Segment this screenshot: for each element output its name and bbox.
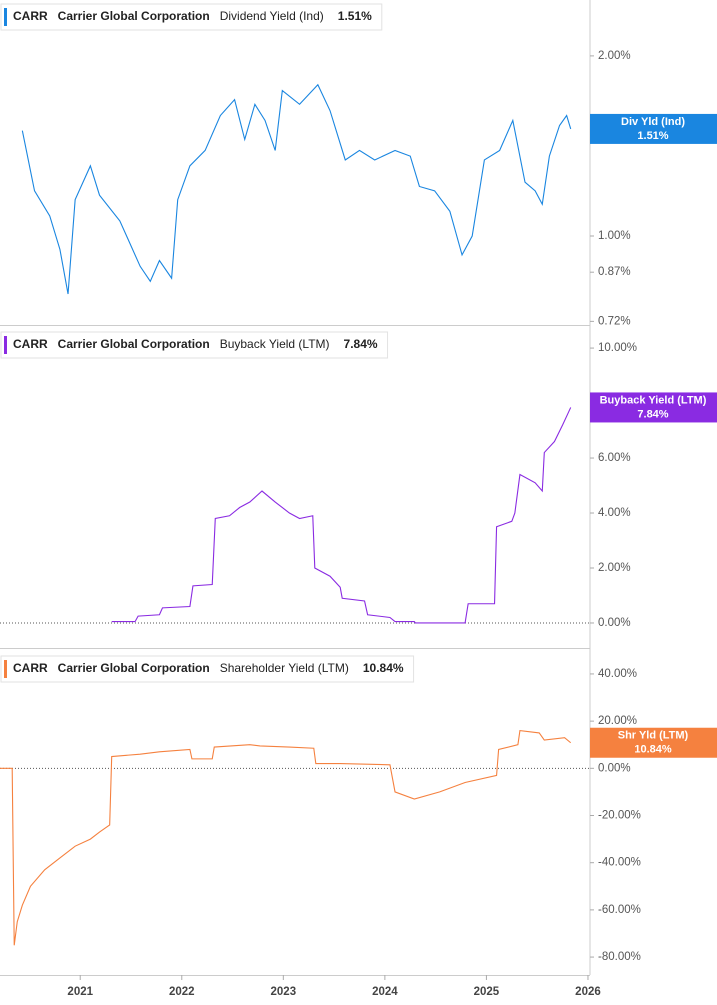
ticker: CARR — [13, 337, 48, 351]
badge-value: 10.84% — [634, 744, 672, 756]
y-tick-label: 0.72% — [598, 315, 631, 327]
x-tick-label: 2024 — [372, 986, 398, 998]
legend-value: 7.84% — [344, 337, 378, 351]
badge-value: 1.51% — [637, 130, 668, 142]
y-tick-label: -60.00% — [598, 904, 641, 916]
legend-box — [0, 331, 389, 359]
y-tick-label: 0.00% — [598, 762, 631, 774]
y-tick-label: -40.00% — [598, 857, 641, 869]
value-badge — [590, 113, 717, 144]
y-tick-label: 10.00% — [598, 342, 637, 354]
badge-label: Buyback Yield (LTM) — [600, 394, 707, 406]
legend-entry: Dividend Yield (Ind) — [220, 9, 324, 23]
x-tick-label: 2026 — [575, 986, 601, 998]
legend-value: 10.84% — [363, 661, 404, 675]
y-tick-label: 0.00% — [598, 617, 631, 629]
y-tick-label: 6.00% — [598, 452, 631, 464]
legend-swatch — [4, 660, 7, 678]
legend-title: Carrier Global Corporation — [58, 661, 210, 675]
ticker: CARR — [13, 9, 48, 23]
x-tick-label: 2023 — [271, 986, 297, 998]
y-tick-label: 2.00% — [598, 562, 631, 574]
legend-title: Carrier Global Corporation — [58, 337, 210, 351]
x-tick-label: 2021 — [67, 986, 93, 998]
line-series — [0, 729, 572, 946]
x-tick-label: 2022 — [169, 986, 195, 998]
legend-title: Carrier Global Corporation — [58, 9, 210, 23]
legend-entry: Shareholder Yield (LTM) — [220, 661, 349, 675]
line-series — [111, 407, 572, 624]
value-badge — [590, 392, 717, 423]
y-tick-label: 20.00% — [598, 715, 637, 727]
legend-entry: Buyback Yield (LTM) — [220, 337, 330, 351]
legend-box — [0, 655, 415, 683]
y-tick-label: -80.00% — [598, 951, 641, 963]
legend-box — [0, 3, 383, 31]
y-tick-label: 1.00% — [598, 230, 631, 242]
legend-value: 1.51% — [338, 9, 372, 23]
legend-swatch — [4, 336, 7, 354]
badge-label: Shr Yld (LTM) — [618, 730, 689, 742]
y-tick-label: 4.00% — [598, 507, 631, 519]
badge-value: 7.84% — [637, 408, 668, 420]
line-series — [21, 83, 572, 295]
ticker: CARR — [13, 661, 48, 675]
y-tick-label: 2.00% — [598, 50, 631, 62]
x-tick-label: 2025 — [474, 986, 500, 998]
badge-label: Div Yld (Ind) — [621, 116, 685, 128]
legend-swatch — [4, 8, 7, 26]
y-tick-label: 0.87% — [598, 266, 631, 278]
value-badge — [590, 727, 717, 758]
y-tick-label: -20.00% — [598, 810, 641, 822]
y-tick-label: 40.00% — [598, 668, 637, 680]
